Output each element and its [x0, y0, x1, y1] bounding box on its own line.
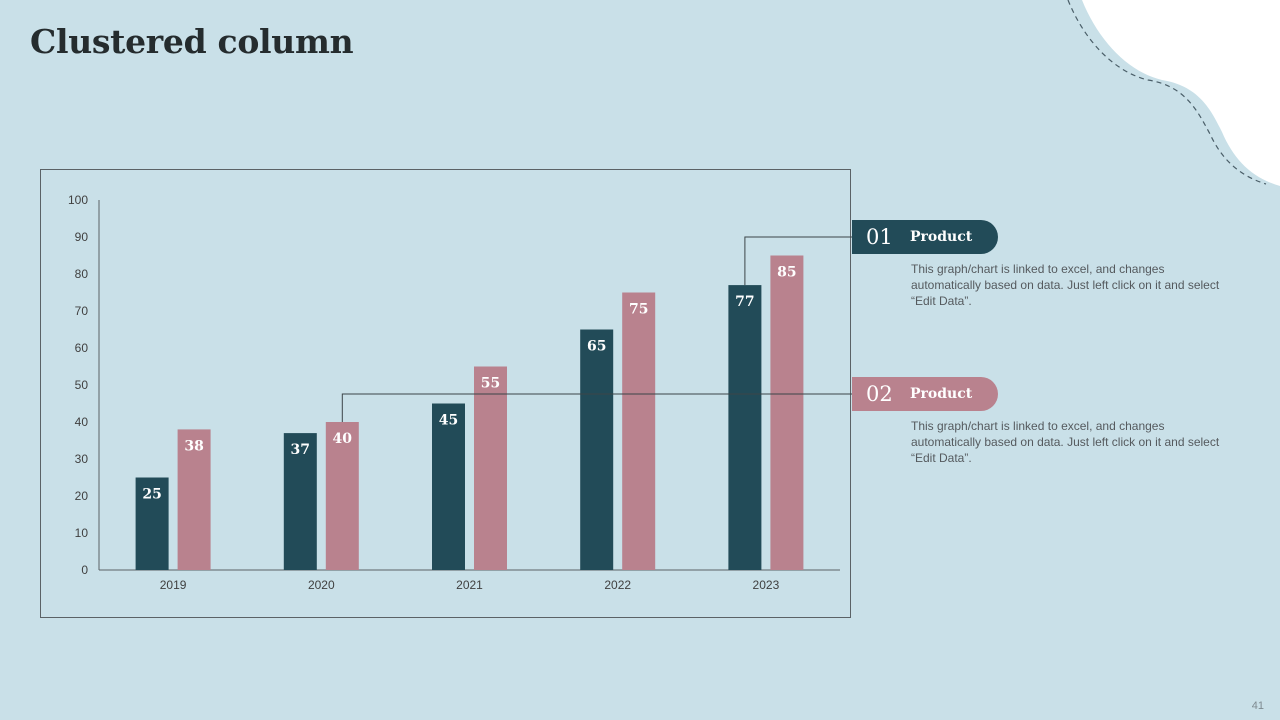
x-tick-label: 2022 [604, 578, 631, 592]
legend-connectors [341, 236, 852, 422]
data-label: 40 [333, 431, 353, 447]
page-number: 41 [1251, 700, 1264, 712]
x-tick-label: 2020 [308, 578, 335, 592]
y-tick-label: 90 [75, 230, 89, 244]
bar-1-2022 [580, 329, 614, 570]
legend-description-product-01: This graph/chart is linked to excel, and… [911, 262, 1220, 308]
y-tick-label: 60 [75, 341, 89, 355]
data-label: 37 [291, 442, 310, 458]
data-label: 55 [481, 376, 500, 392]
data-label: 75 [629, 302, 648, 318]
data-label: 25 [142, 487, 161, 503]
y-tick-label: 10 [75, 526, 89, 540]
bar-2-2022 [622, 292, 656, 570]
bars [135, 255, 804, 570]
data-label: 45 [439, 413, 458, 429]
bar-2-2021 [474, 366, 507, 570]
data-label: 65 [587, 339, 606, 355]
data-label: 38 [184, 438, 203, 454]
x-tick-label: 2023 [753, 578, 780, 592]
legend-pill-product-01: 01 Product [852, 220, 998, 254]
bar-1-2019 [135, 477, 169, 570]
legend-label: Product [910, 229, 973, 245]
bar-2-2020 [325, 422, 359, 570]
data-labels: 25 38 37 40 45 55 65 75 77 85 [142, 265, 796, 503]
y-tick-label: 100 [68, 193, 88, 207]
y-tick-label: 50 [75, 378, 89, 392]
connector-product-01 [744, 236, 852, 286]
legend-pill-product-02: 02 Product [852, 377, 998, 411]
bar-2-2023 [770, 255, 804, 570]
connector-product-02 [341, 393, 852, 422]
bar-1-2021 [432, 403, 465, 570]
x-tick-label: 2019 [160, 578, 187, 592]
data-label: 85 [777, 265, 796, 281]
slide-title: Clustered column [30, 22, 354, 61]
corner-decoration [1067, 0, 1280, 186]
legend-description-product-02: This graph/chart is linked to excel, and… [911, 419, 1220, 465]
y-tick-label: 30 [75, 452, 89, 466]
bar-2-2019 [177, 429, 211, 570]
data-label: 77 [735, 294, 754, 310]
x-axis: 2019 2020 2021 2022 2023 [99, 569, 840, 592]
legend-label: Product [910, 386, 973, 402]
y-tick-label: 20 [75, 489, 89, 503]
bar-1-2023 [728, 285, 762, 570]
bar-1-2020 [283, 433, 317, 570]
legend-number: 02 [866, 382, 893, 406]
x-tick-label: 2021 [456, 578, 483, 592]
y-tick-label: 40 [75, 415, 89, 429]
y-tick-label: 0 [81, 563, 88, 577]
legend-number: 01 [866, 225, 893, 249]
y-tick-label: 70 [75, 304, 89, 318]
y-tick-label: 80 [75, 267, 89, 281]
y-axis: 0 10 20 30 40 50 60 70 80 90 100 [68, 193, 100, 577]
